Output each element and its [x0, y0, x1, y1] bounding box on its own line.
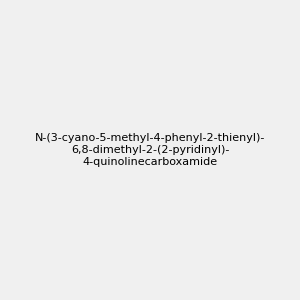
Text: N-(3-cyano-5-methyl-4-phenyl-2-thienyl)-
6,8-dimethyl-2-(2-pyridinyl)-
4-quinoli: N-(3-cyano-5-methyl-4-phenyl-2-thienyl)-… — [35, 134, 265, 166]
